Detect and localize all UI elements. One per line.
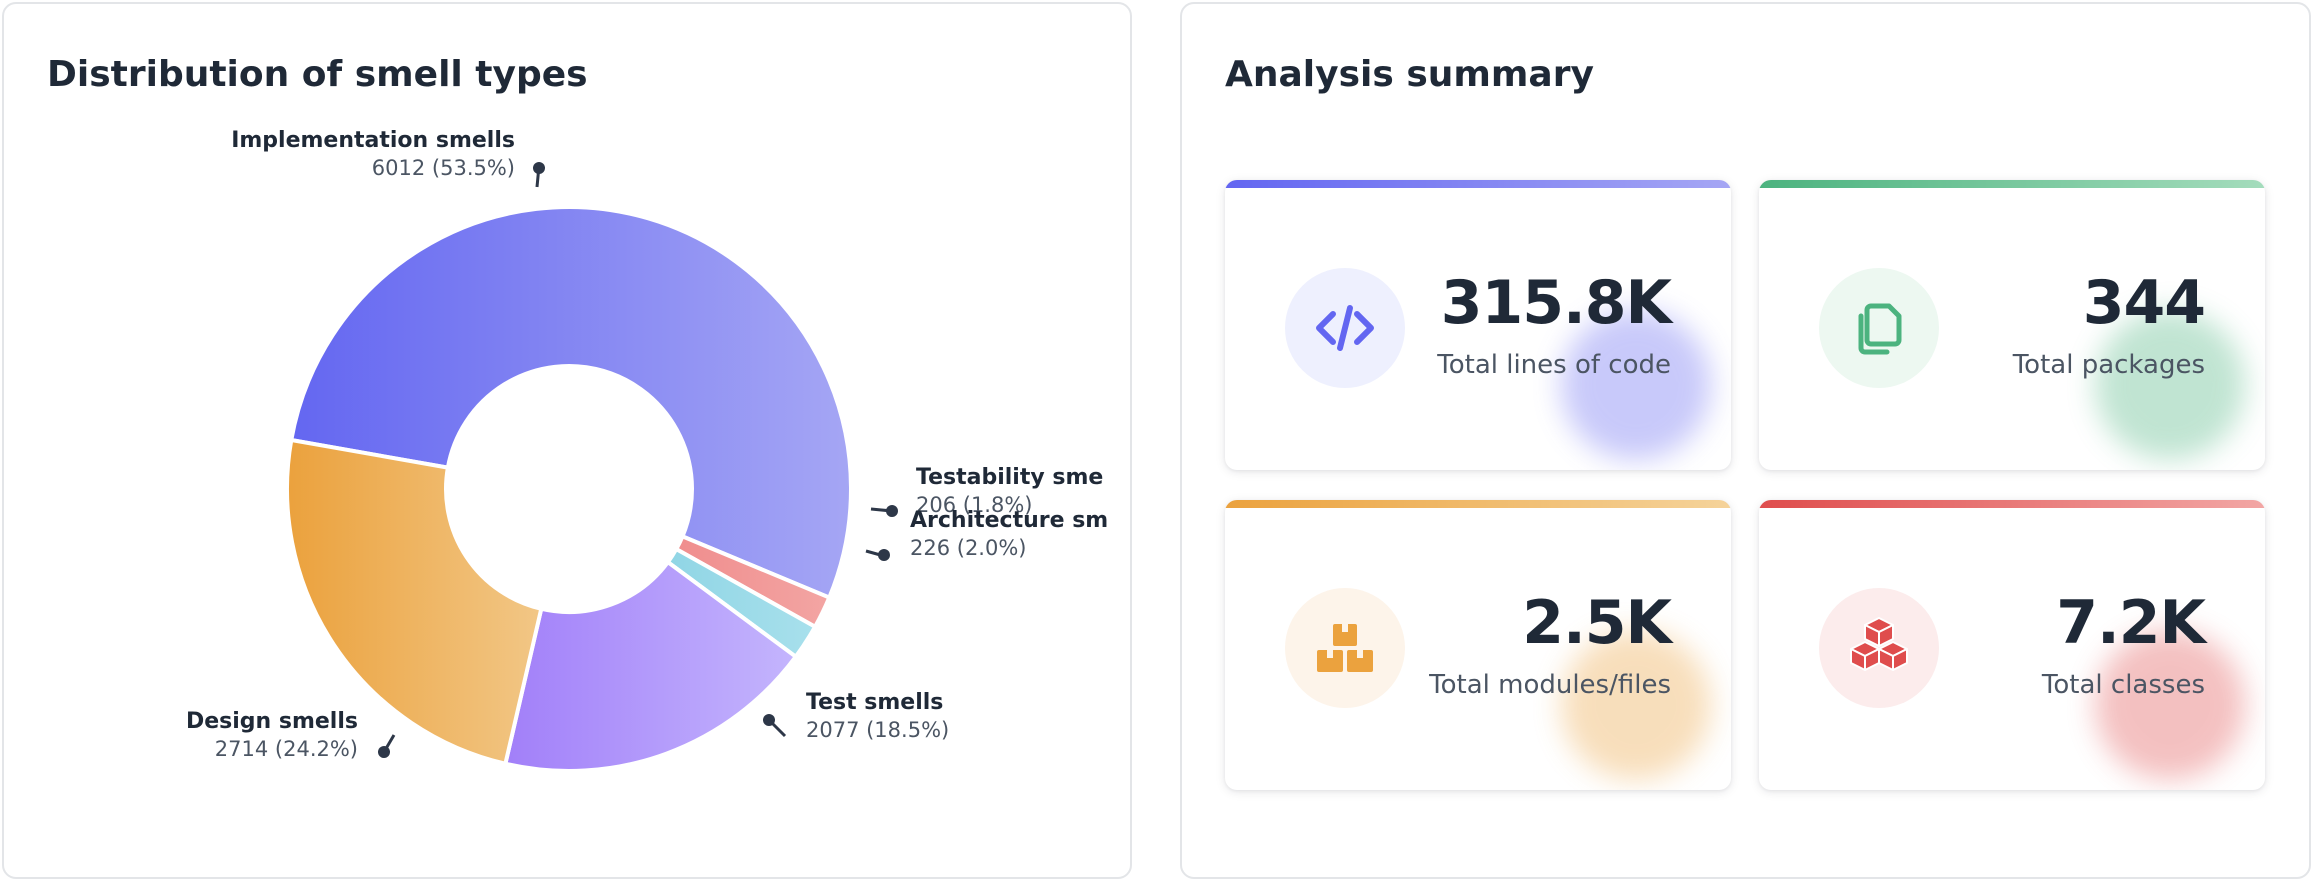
code-icon (1285, 268, 1405, 388)
summary-card-lines-of-code: 315.8K Total lines of code (1225, 180, 1731, 470)
card-label: Total packages (2012, 350, 2205, 380)
cubes-icon (1819, 588, 1939, 708)
slice-label-value: 2077 (18.5%) (806, 718, 949, 742)
slice-label-name: Testability sme (916, 465, 1103, 490)
label-leader-dot (763, 714, 775, 726)
copy-icon (1819, 268, 1939, 388)
label-leader-dot (533, 162, 545, 174)
slice-label-name: Test smells (806, 690, 943, 715)
card-accent (1759, 500, 2265, 508)
card-label: Total classes (2041, 670, 2205, 700)
summary-card-modules-files: 2.5K Total modules/files (1225, 500, 1731, 790)
card-value: 2.5K (1522, 588, 1672, 658)
donut-slice-design-smells[interactable] (285, 437, 544, 767)
card-label: Total lines of code (1437, 350, 1671, 380)
card-label: Total modules/files (1429, 670, 1671, 700)
panel-title: Analysis summary (1225, 54, 1594, 95)
smell-donut-chart: Implementation smells 6012 (53.5%) Testabi… (186, 128, 1108, 773)
boxes-icon (1285, 588, 1405, 708)
summary-card-packages: 344 Total packages (1759, 180, 2265, 470)
card-value: 344 (2082, 268, 2206, 338)
slice-label-name: Implementation smells (231, 128, 515, 153)
analysis-summary-panel: Analysis summary 315.8K Total lines of c… (1180, 2, 2311, 879)
panel-title: Distribution of smell types (47, 54, 588, 95)
label-leader-dot (886, 505, 898, 517)
donut-slice-test-smells[interactable] (502, 559, 799, 773)
label-leader-dot (878, 549, 890, 561)
donut-slice-implementation-smells[interactable] (288, 205, 853, 601)
summary-card-classes: 7.2K Total classes (1759, 500, 2265, 790)
card-value: 315.8K (1440, 268, 1672, 338)
card-accent (1225, 500, 1731, 508)
slice-label-value: 2714 (24.2%) (215, 737, 358, 761)
card-accent (1759, 180, 2265, 188)
smell-distribution-panel: Distribution of smell types Implementati… (2, 2, 1132, 879)
slice-label-value: 226 (2.0%) (910, 536, 1027, 560)
slice-label-value: 6012 (53.5%) (372, 156, 515, 180)
slice-label-value: 206 (1.8%) (916, 493, 1033, 517)
card-accent (1225, 180, 1731, 188)
card-value: 7.2K (2056, 588, 2206, 658)
slice-label-name: Design smells (186, 709, 358, 734)
slice-label-name: Architecture sm (910, 508, 1108, 533)
label-leader-dot (378, 746, 390, 758)
